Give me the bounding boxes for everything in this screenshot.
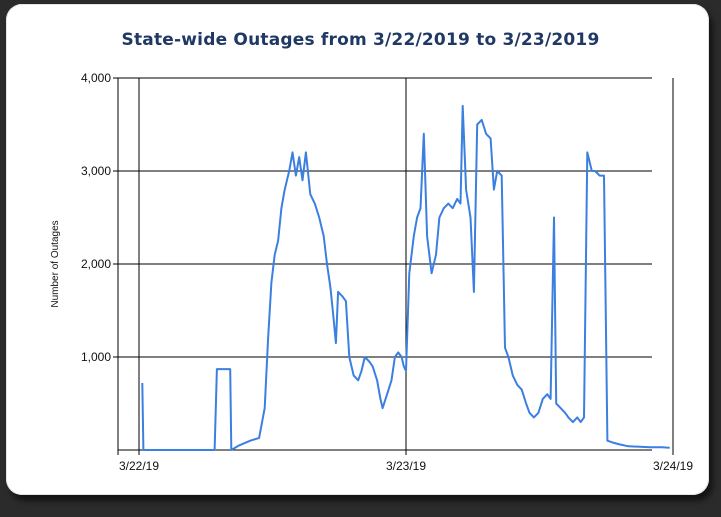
y-tick-label-0: 1,000 xyxy=(81,350,111,364)
chart-card xyxy=(6,4,709,495)
y-axis-label: Number of Outages xyxy=(50,220,61,307)
y-tick-label-1: 2,000 xyxy=(81,257,111,271)
x-tick-label-1: 3/23/19 xyxy=(386,459,426,473)
chart-title: State-wide Outages from 3/22/2019 to 3/2… xyxy=(121,30,600,50)
y-tick-label-2: 3,000 xyxy=(81,164,111,178)
x-tick-labels: 3/22/19 3/23/19 3/24/19 xyxy=(119,450,693,473)
y-tick-label-3: 4,000 xyxy=(81,71,111,85)
gridlines xyxy=(118,77,674,450)
series-line-outages xyxy=(141,104,670,451)
x-tick-label-0: 3/22/19 xyxy=(119,459,159,473)
x-tick-label-2: 3/24/19 xyxy=(653,459,693,473)
y-tick-labels: 1,000 2,000 3,000 4,000 xyxy=(81,71,118,364)
